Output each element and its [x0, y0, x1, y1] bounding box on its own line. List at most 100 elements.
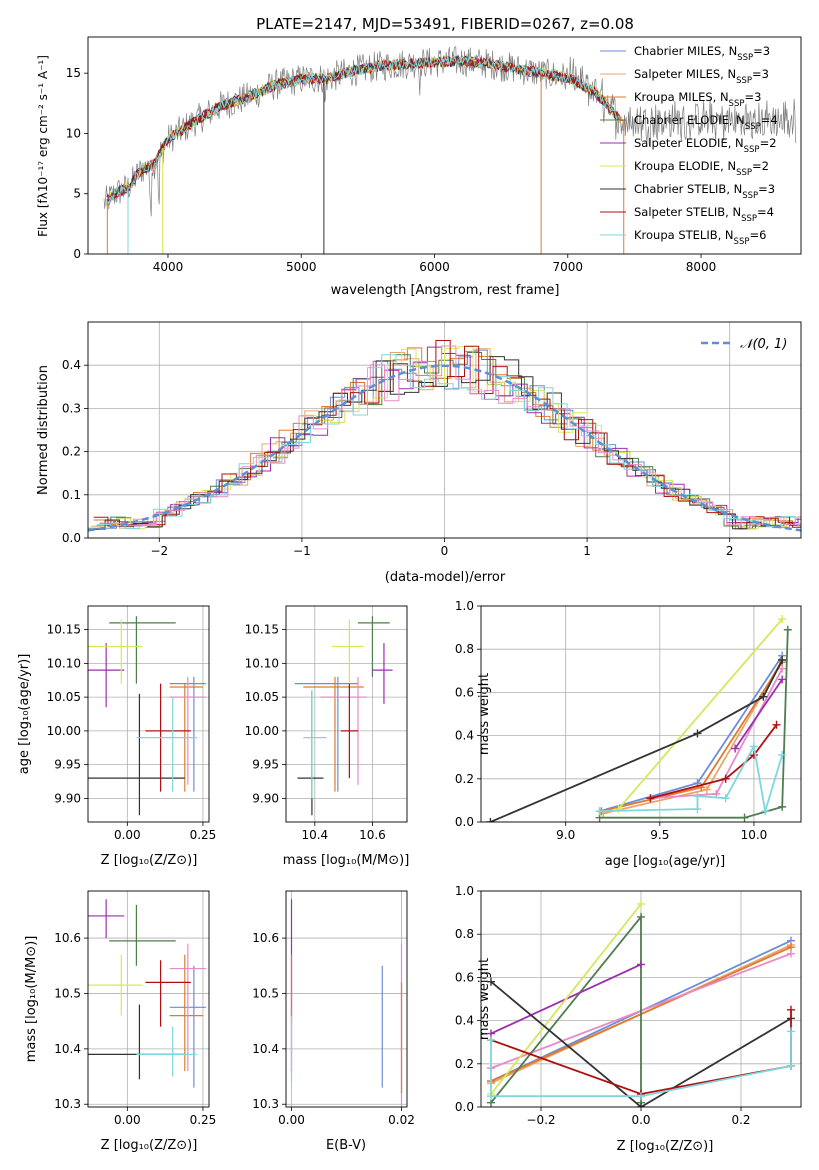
massweight-point	[693, 805, 702, 814]
y-tick-label: 10.5	[252, 986, 279, 1000]
gaussian-reference-curve	[88, 364, 801, 532]
legend-entry: Salpeter MILES, NSSP=3	[634, 67, 769, 86]
x-tick-label: 10.6	[359, 828, 386, 842]
massweight-point	[721, 794, 730, 803]
x-tick-label: 0.00	[114, 828, 141, 842]
axes-frame	[480, 605, 802, 823]
legend-entry: Chabrier MILES, NSSP=3	[634, 44, 770, 63]
x-tick-label: 5000	[286, 260, 317, 274]
y-tick-label: 10.4	[54, 1042, 81, 1056]
y-tick-label: 5	[73, 187, 81, 201]
y-tick-label: 9.95	[252, 758, 279, 772]
y-tick-label: 10.15	[47, 623, 81, 637]
massweight-point	[646, 794, 655, 803]
grid-lines	[481, 605, 801, 823]
y-tick-label: 9.90	[54, 791, 81, 805]
massweight-point	[759, 692, 768, 701]
y-tick-label: 9.95	[54, 758, 81, 772]
massweight-point	[787, 949, 795, 958]
spectrum-xlabel: wavelength [Angstrom, rest frame]	[331, 283, 560, 298]
legend-entry: Chabrier STELIB, NSSP=3	[634, 182, 775, 201]
hist-plot-area: −2 −1 0 1 2 0.0 0.1 0.2 0.3 0.4	[62, 321, 802, 558]
massZ-xlabel: Z [log₁₀(Z/Z⊙)]	[101, 1138, 198, 1153]
massweight-point	[740, 813, 749, 822]
y-tick-label: 10.15	[245, 623, 279, 637]
massweight-point	[614, 805, 623, 814]
axes-frame	[480, 890, 802, 1108]
x-tick-label: 9.0	[556, 828, 575, 842]
x-tick-label: 0.00	[114, 1113, 141, 1127]
massweight-point	[637, 912, 645, 921]
massweight-point	[702, 785, 711, 794]
y-tick-label: 10.5	[54, 986, 81, 1000]
x-tick-label: 6000	[419, 260, 450, 274]
data-layer	[88, 899, 206, 1088]
y-tick-label: 10.6	[54, 931, 81, 945]
massweight-point	[693, 792, 702, 801]
grid-lines	[286, 606, 407, 822]
y-tick-label: 10.00	[47, 724, 81, 738]
massZ-plot-area: 0.00 0.25 10.3 10.4 10.5 10.6	[54, 890, 216, 1127]
x-tick-label: 0.0	[631, 1113, 650, 1127]
massweight-point	[787, 1005, 795, 1014]
y-tick-label: 10.4	[252, 1042, 279, 1056]
x-tick-label: −0.2	[526, 1113, 555, 1127]
massweight-point	[787, 1027, 795, 1036]
massZ-ylabel: mass [log₁₀(M/M⊙)]	[24, 936, 39, 1063]
axes-frame	[285, 605, 408, 823]
ticks: 0.00 0.25 10.3 10.4 10.5 10.6	[54, 931, 216, 1127]
massweight-point	[712, 789, 721, 798]
massweight-point	[721, 774, 730, 783]
massweight-point	[487, 977, 495, 986]
y-tick-label: 10.3	[54, 1097, 81, 1111]
y-tick-label: 1.0	[455, 884, 474, 898]
grid-lines	[88, 891, 209, 1107]
x-tick-label: 0.00	[278, 1113, 305, 1127]
ticks: −0.2 0.0 0.2 0.0 0.2 0.4 0.6 0.8 1.0	[455, 884, 751, 1127]
y-tick-label: 0.1	[62, 488, 81, 502]
ticks: 0.00 0.02 10.3 10.4 10.5 10.6	[252, 931, 415, 1127]
mass-vs-Z-panel: Z [log₁₀(Z/Z⊙)] mass [log₁₀(M/M⊙)] 0.00 0…	[24, 890, 216, 1153]
ageZ-plot-area: 0.00 0.25 9.90 9.95 10.00 10.05 10.10 10.15	[47, 605, 217, 842]
grid-lines	[88, 606, 209, 822]
y-tick-label: 0.0	[455, 815, 474, 829]
massweight-line	[734, 678, 783, 750]
spectrum-ylabel: Flux [fλ10⁻¹⁷ erg cm⁻² s⁻¹ A⁻¹]	[36, 55, 50, 237]
x-tick-label: 0	[441, 544, 449, 558]
massweight-line	[490, 659, 784, 822]
massweight-point	[778, 614, 787, 623]
data-layer	[487, 899, 795, 1107]
hist-xlabel: (data-model)/error	[385, 570, 506, 585]
massweight-point	[595, 807, 604, 816]
massweight-point	[778, 664, 787, 673]
data-layer	[290, 899, 403, 1105]
massweight-point	[778, 751, 787, 760]
axes-frame	[87, 321, 802, 539]
y-tick-label: 0.0	[62, 531, 81, 545]
x-tick-label: 10.0	[741, 828, 768, 842]
age-vs-Z-panel: Z [log₁₀(Z/Z⊙)] age [log₁₀(age/yr)] 0.00…	[17, 605, 217, 868]
hist-ylabel: Normed distribution	[36, 365, 51, 495]
massweight-point	[787, 1061, 795, 1070]
model-spectrum-line	[106, 55, 619, 202]
massweight-point	[783, 625, 792, 634]
y-tick-label: 0.4	[455, 729, 474, 743]
massweight-point	[761, 807, 770, 816]
x-tick-label: 0.25	[190, 1113, 217, 1127]
y-tick-label: 0.2	[455, 1057, 474, 1071]
massweight-point	[749, 742, 758, 751]
x-tick-label: 0.25	[190, 828, 217, 842]
massweight-line	[599, 629, 789, 819]
y-tick-label: 0.3	[62, 401, 81, 415]
spectrum-panel: PLATE=2147, MJD=53491, FIBERID=0267, z=0…	[36, 15, 802, 298]
massweight-point	[637, 960, 645, 969]
residual-histogram	[96, 354, 801, 529]
ticks: 0.00 0.25 9.90 9.95 10.00 10.05 10.10 10.15	[47, 623, 217, 842]
y-tick-label: 0.4	[62, 358, 81, 372]
ticks: 10.4 10.6 9.90 9.95 10.00 10.05 10.10 10.15	[245, 623, 386, 842]
ticks: 4000 5000 6000 7000 8000 0 5 10 15	[66, 66, 717, 274]
massweight-point	[637, 899, 645, 908]
y-tick-label: 0.2	[455, 772, 474, 786]
legend-entry: Kroupa STELIB, NSSP=6	[634, 228, 766, 247]
y-tick-label: 15	[66, 66, 81, 80]
